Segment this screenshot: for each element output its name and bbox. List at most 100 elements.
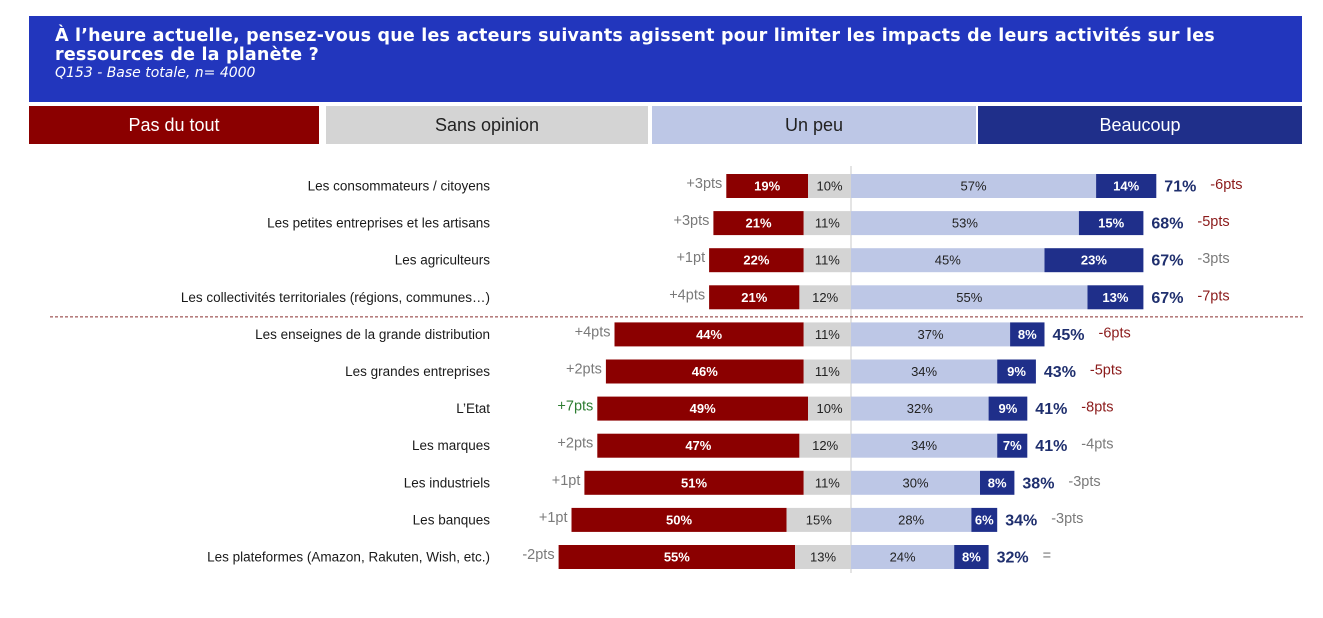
- left-evolution-label: +7pts: [557, 399, 593, 415]
- bar-segment-pas-du-tout: [571, 507, 787, 532]
- bar-segment-pas-du-tout: [713, 211, 804, 236]
- bar-segment-pas-du-tout: [605, 359, 804, 384]
- data-label-pas-du-tout: 19%: [754, 179, 780, 194]
- bar-segment-sans-opinion: [803, 211, 851, 236]
- left-evolution-label: +2pts: [557, 436, 593, 452]
- bar-segment-un-peu: [851, 433, 998, 458]
- bar-segment-sans-opinion: [795, 545, 851, 569]
- bar-segment-pas-du-tout: [597, 396, 808, 421]
- left-evolution-label: +3pts: [686, 176, 722, 192]
- bar-segment-beaucoup: [980, 470, 1015, 495]
- category-label: Les petites entreprises et les artisans: [267, 216, 490, 231]
- left-evolution-label: +4pts: [669, 287, 705, 303]
- category-label: Les consommateurs / citoyens: [308, 179, 491, 194]
- chart-subtitle: Q153 - Base totale, n= 4000: [55, 65, 256, 81]
- total-agit-label: 38%: [1022, 475, 1054, 492]
- left-evolution-label: +1pt: [552, 473, 581, 489]
- total-agit-label: 45%: [1053, 327, 1085, 344]
- data-label-un-peu: 24%: [890, 550, 916, 565]
- data-label-sans-opinion: 10%: [816, 401, 842, 416]
- data-label-un-peu: 32%: [907, 401, 933, 416]
- bar-segment-beaucoup: [988, 396, 1028, 421]
- bar-segment-un-peu: [851, 359, 998, 384]
- legend-item-beaucoup: Beaucoup: [978, 106, 1302, 144]
- bar-segment-un-peu: [851, 545, 955, 569]
- data-label-pas-du-tout: 22%: [743, 253, 769, 268]
- total-agit-label: 67%: [1151, 253, 1183, 270]
- data-label-beaucoup: 13%: [1102, 290, 1128, 305]
- data-label-un-peu: 45%: [935, 253, 961, 268]
- chart-title: À l’heure actuelle, pensez-vous que les …: [55, 26, 1215, 65]
- data-label-un-peu: 53%: [952, 216, 978, 231]
- data-label-sans-opinion: 12%: [812, 290, 838, 305]
- data-label-beaucoup: 9%: [1007, 364, 1026, 379]
- legend-item-un-peu: Un peu: [652, 106, 976, 144]
- bar-segment-pas-du-tout: [726, 174, 808, 198]
- bar-segment-sans-opinion: [803, 470, 851, 495]
- total-agit-label: 41%: [1035, 401, 1067, 418]
- right-evolution-label: -3pts: [1051, 511, 1083, 527]
- total-agit-label: 71%: [1164, 179, 1196, 196]
- bar-segment-un-peu: [851, 470, 980, 495]
- right-evolution-label: -8pts: [1081, 400, 1113, 416]
- category-label: Les enseignes de la grande distribution: [255, 327, 490, 342]
- right-evolution-label: -6pts: [1210, 177, 1242, 193]
- data-label-sans-opinion: 11%: [815, 216, 840, 231]
- right-evolution-label: -5pts: [1090, 363, 1122, 379]
- data-label-beaucoup: 9%: [999, 401, 1018, 416]
- bar-segment-pas-du-tout: [597, 433, 800, 458]
- right-evolution-label: =: [1043, 548, 1051, 564]
- legend: Pas du tout Sans opinion Un peu Beaucoup: [29, 106, 1302, 144]
- legend-item-sans-opinion: Sans opinion: [326, 106, 648, 144]
- left-evolution-label: +2pts: [566, 362, 602, 378]
- data-label-pas-du-tout: 46%: [692, 364, 718, 379]
- bar-segment-pas-du-tout: [614, 322, 804, 347]
- category-label: Les grandes entreprises: [345, 364, 490, 379]
- data-label-sans-opinion: 13%: [810, 550, 836, 565]
- category-label: Les collectivités territoriales (régions…: [181, 290, 490, 305]
- bar-segment-pas-du-tout: [584, 470, 804, 495]
- data-label-sans-opinion: 11%: [815, 364, 840, 379]
- data-label-pas-du-tout: 55%: [664, 550, 690, 565]
- data-label-sans-opinion: 10%: [816, 179, 842, 194]
- data-label-beaucoup: 23%: [1081, 253, 1107, 268]
- data-label-un-peu: 55%: [956, 290, 982, 305]
- left-evolution-label: +4pts: [575, 324, 611, 340]
- category-label: Les banques: [413, 512, 491, 527]
- total-agit-label: 43%: [1044, 364, 1076, 381]
- bar-segment-un-peu: [851, 174, 1097, 198]
- bar-segment-sans-opinion: [799, 285, 851, 310]
- bar-segment-pas-du-tout: [709, 248, 804, 273]
- category-label: Les plateformes (Amazon, Rakuten, Wish, …: [207, 550, 490, 565]
- bar-segment-sans-opinion: [808, 174, 851, 198]
- right-evolution-label: -5pts: [1197, 214, 1229, 230]
- category-label: Les industriels: [404, 475, 491, 490]
- right-evolution-label: -7pts: [1197, 288, 1229, 304]
- data-label-beaucoup: 8%: [1018, 327, 1037, 342]
- left-evolution-label: +1pt: [676, 250, 705, 266]
- data-label-pas-du-tout: 47%: [685, 438, 711, 453]
- data-label-pas-du-tout: 51%: [681, 475, 707, 490]
- bar-segment-pas-du-tout: [558, 545, 796, 569]
- data-label-un-peu: 34%: [911, 438, 937, 453]
- left-evolution-label: +3pts: [674, 213, 710, 229]
- bar-segment-sans-opinion: [803, 322, 851, 347]
- category-label: Les agriculteurs: [395, 253, 491, 268]
- right-evolution-label: -3pts: [1197, 251, 1229, 267]
- data-label-beaucoup: 14%: [1113, 179, 1139, 194]
- bar-segment-sans-opinion: [808, 396, 851, 421]
- data-label-sans-opinion: 11%: [815, 253, 840, 268]
- total-agit-label: 34%: [1005, 512, 1037, 529]
- right-evolution-label: -4pts: [1081, 437, 1113, 453]
- data-label-pas-du-tout: 44%: [696, 327, 722, 342]
- right-evolution-label: -3pts: [1068, 474, 1100, 490]
- bar-segment-un-peu: [851, 322, 1011, 347]
- total-agit-label: 32%: [997, 550, 1029, 567]
- data-label-un-peu: 37%: [918, 327, 944, 342]
- bar-segment-un-peu: [851, 248, 1045, 273]
- bar-segment-un-peu: [851, 211, 1079, 236]
- data-label-pas-du-tout: 49%: [690, 401, 716, 416]
- data-label-sans-opinion: 11%: [815, 327, 840, 342]
- data-label-pas-du-tout: 21%: [746, 216, 772, 231]
- bar-segment-sans-opinion: [803, 359, 851, 384]
